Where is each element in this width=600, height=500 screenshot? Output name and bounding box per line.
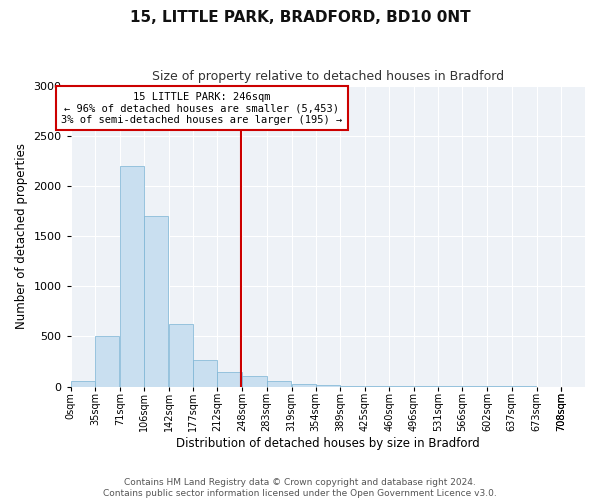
Bar [292, 384, 316, 386]
Title: Size of property relative to detached houses in Bradford: Size of property relative to detached ho… [152, 70, 504, 83]
Bar [242, 376, 266, 386]
Bar [144, 216, 169, 386]
Bar [120, 166, 144, 386]
Text: Contains HM Land Registry data © Crown copyright and database right 2024.
Contai: Contains HM Land Registry data © Crown c… [103, 478, 497, 498]
Text: 15, LITTLE PARK, BRADFORD, BD10 0NT: 15, LITTLE PARK, BRADFORD, BD10 0NT [130, 10, 470, 25]
Y-axis label: Number of detached properties: Number of detached properties [15, 143, 28, 329]
Bar [71, 382, 95, 386]
Bar [316, 384, 340, 386]
Bar [266, 382, 291, 386]
Text: 15 LITTLE PARK: 246sqm
← 96% of detached houses are smaller (5,453)
3% of semi-d: 15 LITTLE PARK: 246sqm ← 96% of detached… [61, 92, 343, 125]
Bar [193, 360, 217, 386]
Bar [217, 372, 242, 386]
Bar [95, 336, 119, 386]
X-axis label: Distribution of detached houses by size in Bradford: Distribution of detached houses by size … [176, 437, 480, 450]
Bar [169, 324, 193, 386]
